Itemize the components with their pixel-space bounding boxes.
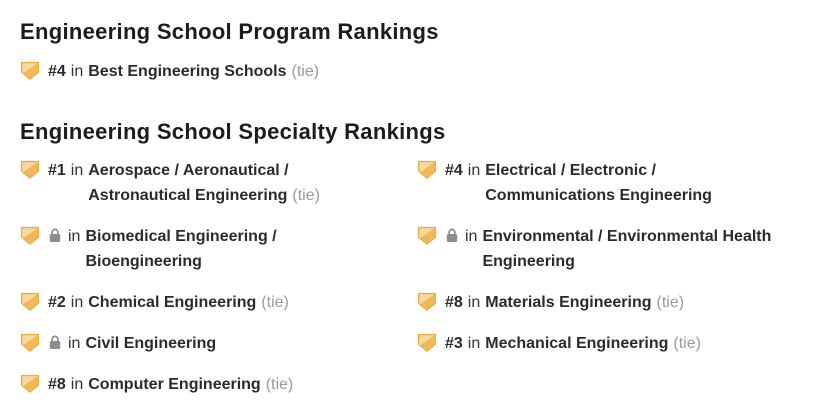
program-link[interactable]: Environmental / Environmental Health Eng…	[482, 224, 777, 274]
program-link[interactable]: Biomedical Engineering / Bioengineering	[85, 224, 380, 274]
ranking-item: #8 in Materials Engineering (tie)	[417, 290, 787, 315]
rank-number: #1	[48, 162, 66, 179]
ranking-text: #1 in Aerospace / Aeronautical / Astronau…	[48, 158, 383, 208]
tie-label: (tie)	[656, 294, 685, 311]
tie-label: (tie)	[265, 376, 294, 393]
in-label: in	[68, 228, 81, 245]
ranking-item: #8 in Computer Engineering (tie)	[20, 372, 390, 397]
in-label: in	[70, 376, 84, 393]
program-link[interactable]: Aerospace / Aeronautical / Astronautical…	[88, 158, 383, 208]
rank-number: #4	[445, 162, 463, 179]
ranking-badge-icon	[417, 292, 437, 311]
rank-number: #8	[48, 376, 66, 393]
ranking-text: #8 in Computer Engineering (tie)	[48, 372, 293, 397]
program-name: Chemical Engineering	[88, 294, 257, 311]
program-name: Materials Engineering	[485, 294, 652, 311]
ranking-badge-icon	[20, 226, 40, 245]
lock-icon	[446, 228, 458, 242]
program-name: Aerospace / Aeronautical / Astronautical…	[88, 162, 289, 204]
in-label: in	[70, 63, 84, 80]
tie-label: (tie)	[292, 187, 320, 204]
rank-number: #3	[445, 335, 463, 352]
in-label: in	[467, 294, 481, 311]
ranking-item: #4 in Electrical / Electronic / Communica…	[417, 158, 787, 208]
ranking-badge-icon	[20, 160, 40, 179]
ranking-badge-icon	[417, 160, 437, 179]
ranking-item: #1 in Aerospace / Aeronautical / Astronau…	[20, 158, 390, 208]
in-label: in	[68, 335, 81, 352]
in-label: in	[467, 162, 481, 179]
ranking-text: #4 in Best Engineering Schools (tie)	[48, 59, 319, 84]
ranking-text: #8 in Materials Engineering (tie)	[445, 290, 684, 315]
specialty-column-right: #4 in Electrical / Electronic / Communica…	[417, 158, 787, 372]
ranking-text: #3 in Mechanical Engineering (tie)	[445, 331, 701, 356]
lock-icon	[49, 335, 61, 349]
rank-number: #4	[48, 63, 66, 80]
ranking-text: in Civil Engineering	[48, 331, 221, 356]
ranking-badge-icon	[20, 333, 40, 352]
ranking-badge-icon	[20, 374, 40, 393]
in-label: in	[70, 294, 84, 311]
program-link[interactable]: Best Engineering Schools (tie)	[88, 59, 319, 84]
program-name: Biomedical Engineering / Bioengineering	[85, 228, 277, 270]
ranking-item: in Biomedical Engineering / Bioengineerin…	[20, 224, 390, 274]
program-link[interactable]: Mechanical Engineering (tie)	[485, 331, 701, 356]
program-link[interactable]: Electrical / Electronic / Communications…	[485, 158, 780, 208]
program-rankings-heading: Engineering School Program Rankings	[20, 19, 439, 44]
program-link[interactable]: Civil Engineering	[85, 331, 221, 356]
specialty-rankings-heading: Engineering School Specialty Rankings	[20, 119, 446, 144]
lock-icon	[49, 228, 61, 242]
program-name: Electrical / Electronic / Communications…	[485, 162, 712, 204]
program-rankings-list: #4 in Best Engineering Schools (tie)	[20, 59, 807, 84]
ranking-badge-icon	[20, 61, 40, 80]
specialty-rankings-grid: #1 in Aerospace / Aeronautical / Astronau…	[20, 158, 807, 413]
ranking-text: #4 in Electrical / Electronic / Communica…	[445, 158, 780, 208]
tie-label: (tie)	[291, 63, 320, 80]
ranking-badge-icon	[417, 226, 437, 245]
ranking-item: #2 in Chemical Engineering (tie)	[20, 290, 390, 315]
ranking-text: in Biomedical Engineering / Bioengineerin…	[48, 224, 380, 274]
tie-label: (tie)	[673, 335, 701, 352]
rank-number: #8	[445, 294, 463, 311]
ranking-badge-icon	[20, 292, 40, 311]
program-name: Environmental / Environmental Health Eng…	[482, 228, 772, 270]
ranking-item: #3 in Mechanical Engineering (tie)	[417, 331, 787, 356]
in-label: in	[465, 228, 478, 245]
ranking-item: #4 in Best Engineering Schools (tie)	[20, 59, 807, 84]
program-name: Best Engineering Schools	[88, 63, 287, 80]
program-name: Computer Engineering	[88, 376, 261, 393]
rank-number: #2	[48, 294, 66, 311]
ranking-text: #2 in Chemical Engineering (tie)	[48, 290, 289, 315]
ranking-badge-icon	[417, 333, 437, 352]
program-name: Civil Engineering	[85, 335, 217, 352]
tie-label: (tie)	[261, 294, 289, 311]
program-name: Mechanical Engineering	[485, 335, 669, 352]
in-label: in	[467, 335, 481, 352]
ranking-item: in Environmental / Environmental Health E…	[417, 224, 787, 274]
in-label: in	[70, 162, 84, 179]
program-link[interactable]: Computer Engineering (tie)	[88, 372, 293, 397]
ranking-item: in Civil Engineering	[20, 331, 390, 356]
specialty-column-left: #1 in Aerospace / Aeronautical / Astronau…	[20, 158, 390, 413]
program-link[interactable]: Chemical Engineering (tie)	[88, 290, 289, 315]
program-link[interactable]: Materials Engineering (tie)	[485, 290, 684, 315]
ranking-text: in Environmental / Environmental Health E…	[445, 224, 777, 274]
